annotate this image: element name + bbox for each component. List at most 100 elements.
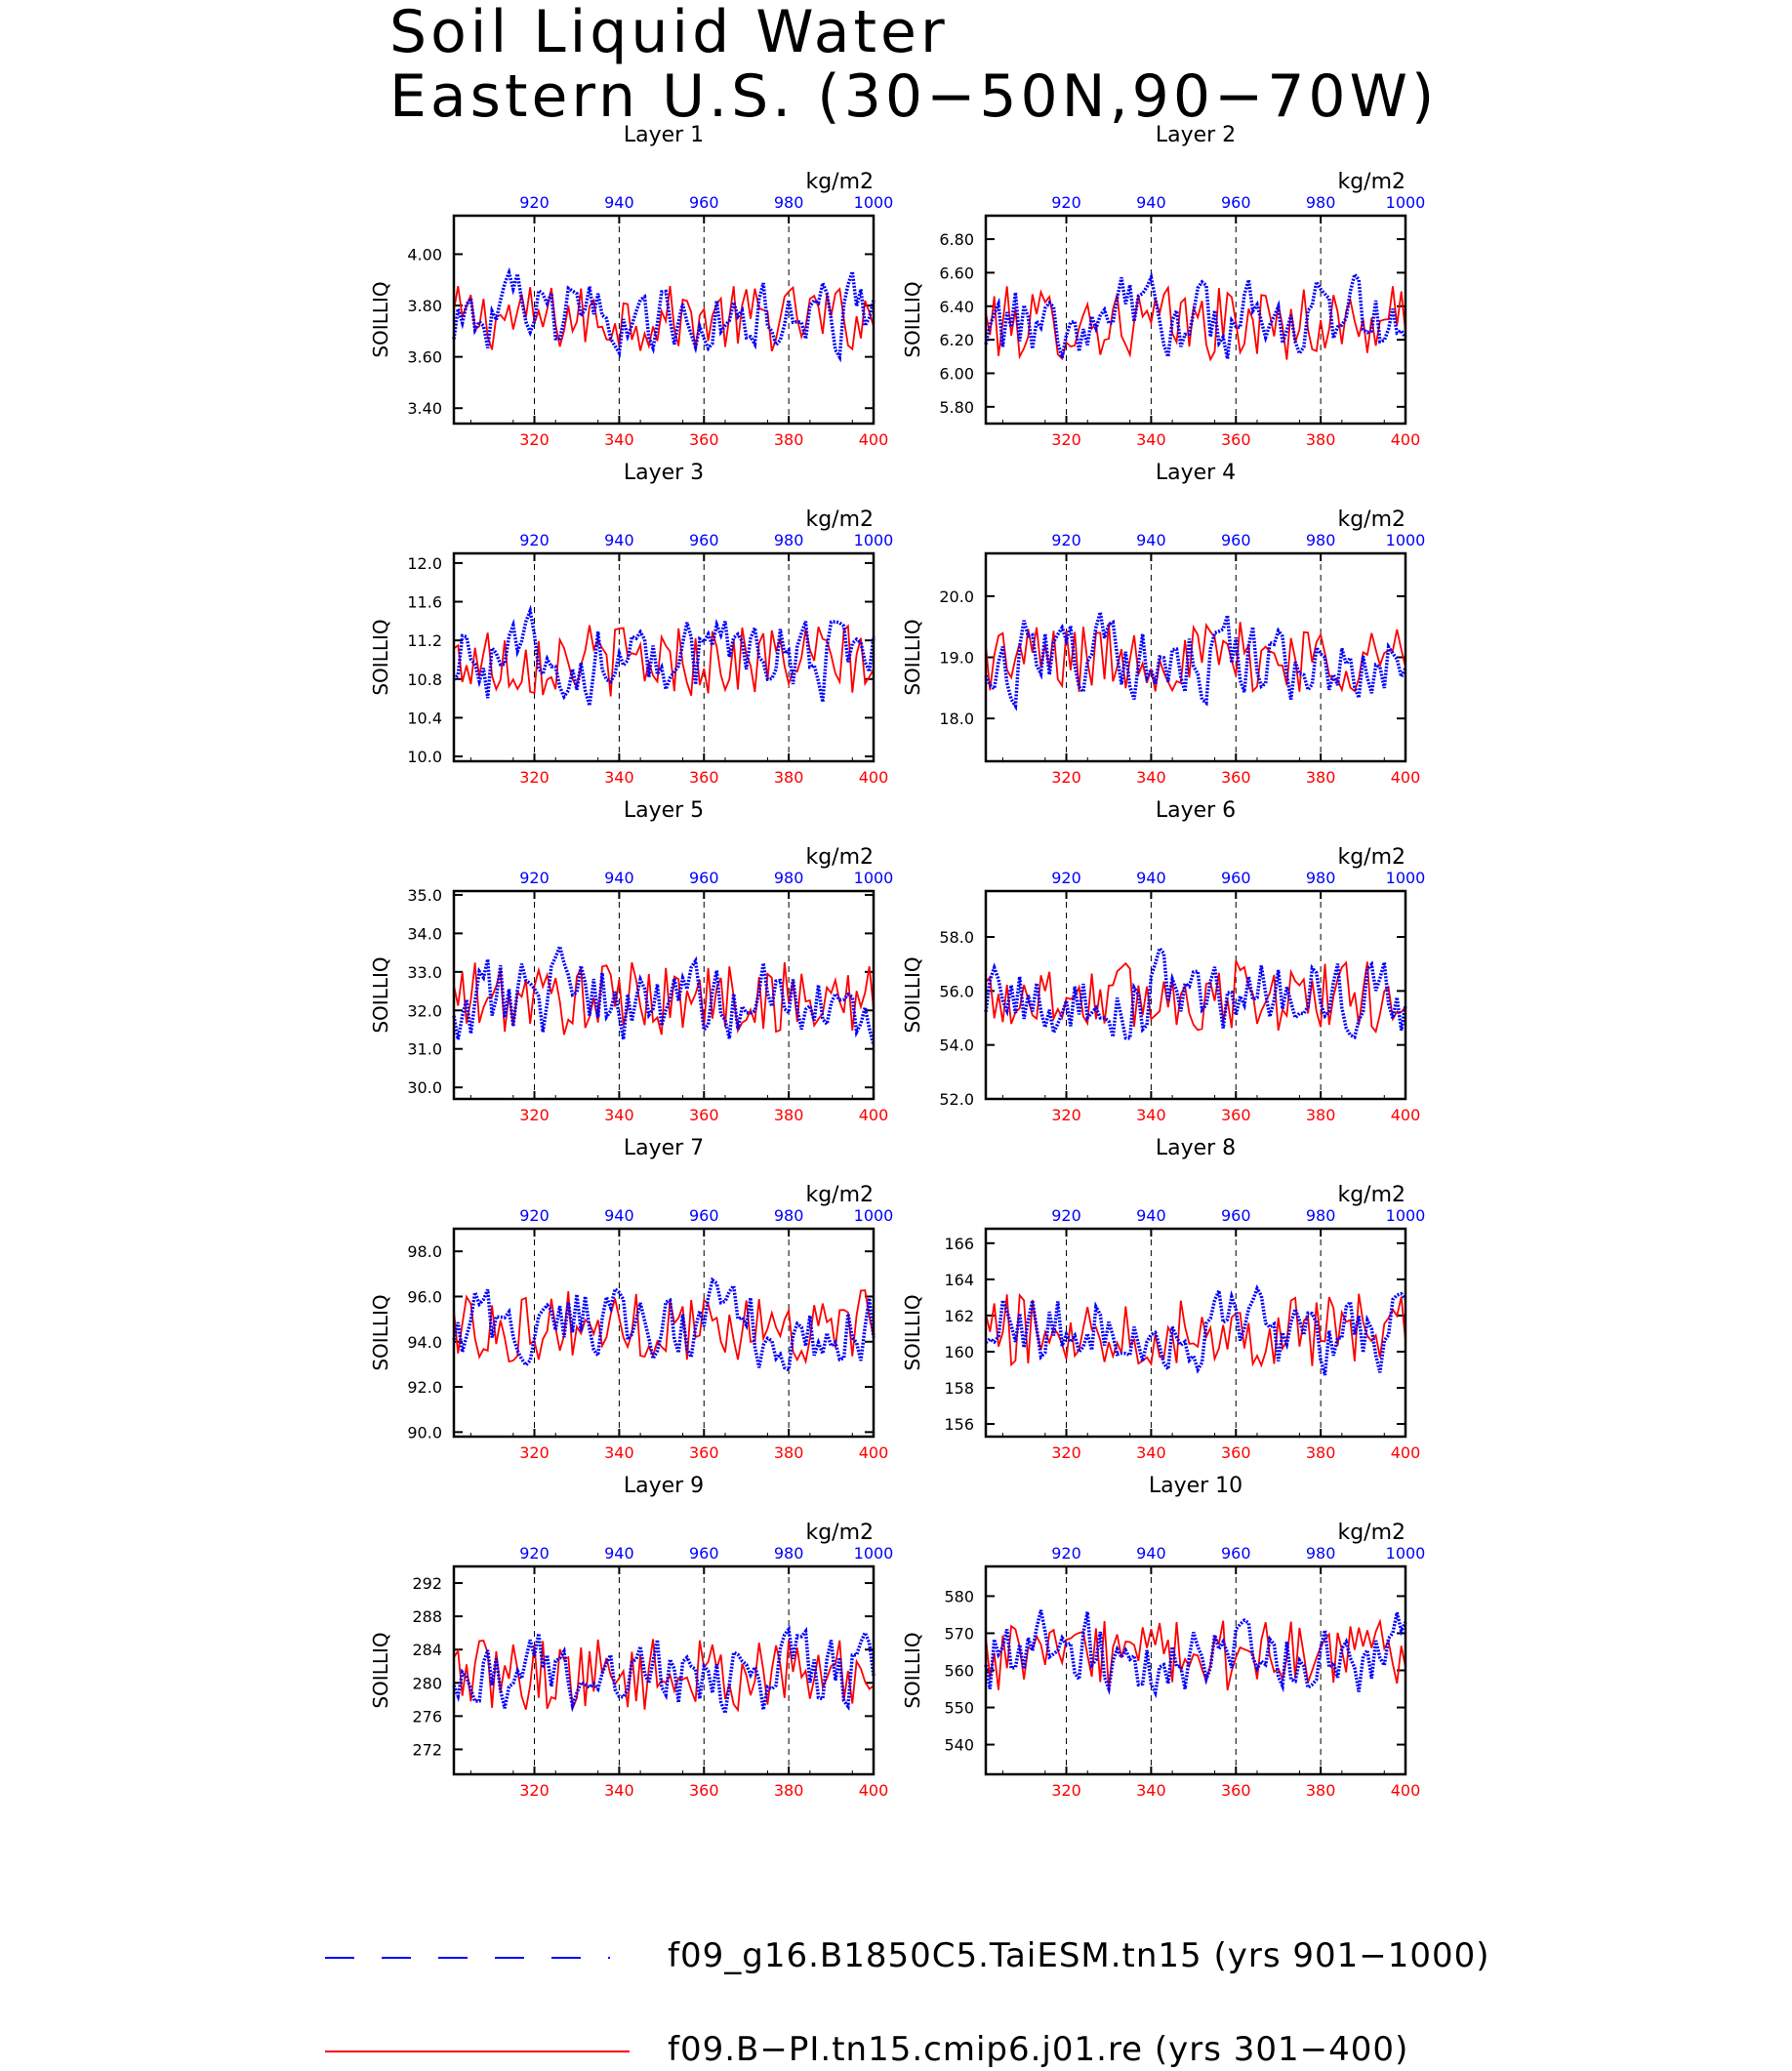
plot-frame	[984, 1227, 1407, 1439]
x-tick-label-bottom: 400	[859, 768, 889, 787]
y-tick-label: 164	[944, 1271, 974, 1289]
panel-title: Layer 9	[624, 1474, 704, 1498]
x-tick-label-top: 980	[1306, 1544, 1336, 1563]
panel-title: Layer 2	[1156, 123, 1236, 147]
y-axis-label: SOILLIQ	[901, 281, 924, 357]
x-tick-label-bottom: 380	[1306, 768, 1336, 787]
y-tick-label: 162	[944, 1307, 974, 1325]
panel-5: Layer 5 kg/m2 SOILLIQ 320 340 360 380 400 920 940…	[369, 798, 893, 1124]
panel-title: Layer 3	[624, 461, 704, 485]
y-tick-label: 52.0	[939, 1090, 974, 1109]
x-tick-label-bottom: 360	[1221, 1781, 1251, 1800]
y-tick-label: 10.8	[407, 670, 442, 689]
plot-frame	[452, 1564, 876, 1776]
x-tick-label-top: 940	[604, 193, 634, 212]
x-tick-label-top: 1000	[854, 193, 894, 212]
y-tick-label: 288	[412, 1607, 442, 1626]
x-tick-label-top: 940	[604, 869, 634, 887]
x-tick-label-top: 980	[1306, 193, 1336, 212]
y-tick-label: 6.60	[939, 264, 974, 282]
y-tick-label: 540	[944, 1736, 974, 1755]
x-tick-label-bottom: 320	[1051, 1781, 1081, 1800]
y-tick-label: 276	[412, 1707, 442, 1726]
y-tick-label: 96.0	[407, 1287, 442, 1306]
x-tick-label-bottom: 400	[859, 430, 889, 449]
x-tick-label-bottom: 400	[1391, 1106, 1421, 1124]
panel-6: Layer 6 kg/m2 SOILLIQ 320 340 360 380 400 920 940…	[901, 798, 1425, 1124]
x-tick-label-top: 1000	[854, 531, 894, 549]
units-label: kg/m2	[1337, 1183, 1405, 1207]
y-tick-label: 58.0	[939, 928, 974, 947]
x-tick-label-top: 920	[1051, 531, 1081, 549]
series-line-case1	[452, 1625, 876, 1721]
x-tick-label-top: 1000	[1386, 869, 1426, 887]
y-tick-label: 580	[944, 1587, 974, 1605]
y-axis-label: SOILLIQ	[901, 1294, 924, 1370]
x-tick-label-bottom: 360	[689, 1106, 719, 1124]
series-line-case2	[985, 1618, 1406, 1690]
y-tick-label: 6.40	[939, 298, 974, 316]
x-tick-label-top: 960	[689, 193, 719, 212]
y-tick-label: 6.80	[939, 230, 974, 249]
x-tick-label-top: 940	[604, 1206, 634, 1225]
x-tick-label-bottom: 380	[774, 768, 804, 787]
y-axis-label: SOILLIQ	[369, 281, 392, 357]
y-tick-label: 156	[944, 1415, 974, 1434]
x-tick-label-bottom: 380	[774, 430, 804, 449]
panel-1: Layer 1 kg/m2 SOILLIQ 320 340 360 380 400 920 940…	[369, 123, 893, 449]
y-tick-label: 4.00	[407, 245, 442, 264]
x-tick-label-top: 920	[519, 531, 550, 549]
x-tick-label-bottom: 340	[604, 1106, 634, 1124]
y-axis-label: SOILLIQ	[369, 619, 392, 695]
x-tick-label-bottom: 360	[1221, 1443, 1251, 1462]
y-tick-label: 19.0	[939, 649, 974, 668]
series-line-case1	[984, 1609, 1407, 1699]
x-tick-label-bottom: 380	[774, 1443, 804, 1462]
units-label: kg/m2	[1337, 1521, 1405, 1545]
y-tick-label: 6.20	[939, 331, 974, 349]
plot-frame	[984, 1564, 1407, 1776]
x-tick-label-top: 940	[1136, 1544, 1166, 1563]
x-tick-label-top: 1000	[1386, 1206, 1426, 1225]
x-tick-label-bottom: 380	[1306, 430, 1336, 449]
y-tick-label: 11.2	[407, 631, 442, 650]
plot-frame	[452, 889, 876, 1101]
x-tick-label-bottom: 320	[519, 1443, 550, 1462]
x-tick-label-top: 980	[1306, 531, 1336, 549]
x-tick-label-bottom: 320	[519, 768, 550, 787]
series-line-case1	[452, 941, 876, 1046]
plot-frame	[452, 214, 876, 426]
x-tick-label-bottom: 360	[1221, 768, 1251, 787]
x-tick-label-top: 960	[1221, 1206, 1251, 1225]
series-line-case2	[985, 959, 1406, 1035]
series-line-case2	[985, 285, 1406, 362]
plot-frame	[984, 214, 1407, 426]
x-tick-label-top: 1000	[1386, 1544, 1426, 1563]
x-tick-label-bottom: 400	[1391, 1781, 1421, 1800]
units-label: kg/m2	[1337, 170, 1405, 194]
y-tick-label: 560	[944, 1662, 974, 1681]
series-line-case1	[452, 266, 876, 363]
x-tick-label-top: 940	[1136, 193, 1166, 212]
x-tick-label-top: 920	[1051, 869, 1081, 887]
panel-title: Layer 4	[1156, 461, 1236, 485]
x-tick-label-bottom: 380	[1306, 1443, 1336, 1462]
units-label: kg/m2	[805, 170, 874, 194]
panel-9: Layer 9 kg/m2 SOILLIQ 320 340 360 380 400 920 940…	[369, 1474, 893, 1800]
x-tick-label-bottom: 380	[774, 1781, 804, 1800]
y-tick-label: 3.60	[407, 348, 442, 367]
x-tick-label-top: 940	[1136, 1206, 1166, 1225]
y-tick-label: 11.6	[407, 593, 442, 612]
x-tick-label-top: 960	[689, 1544, 719, 1563]
x-tick-label-top: 940	[1136, 531, 1166, 549]
panel-title: Layer 7	[624, 1136, 704, 1160]
y-tick-label: 33.0	[407, 963, 442, 982]
series-line-case2	[453, 1289, 875, 1365]
y-tick-label: 160	[944, 1343, 974, 1361]
x-tick-label-top: 920	[519, 1544, 550, 1563]
y-tick-label: 34.0	[407, 924, 442, 943]
y-axis-label: SOILLIQ	[369, 1632, 392, 1708]
x-tick-label-top: 960	[689, 531, 719, 549]
panel-title: Layer 8	[1156, 1136, 1236, 1160]
x-tick-label-bottom: 360	[689, 1443, 719, 1462]
